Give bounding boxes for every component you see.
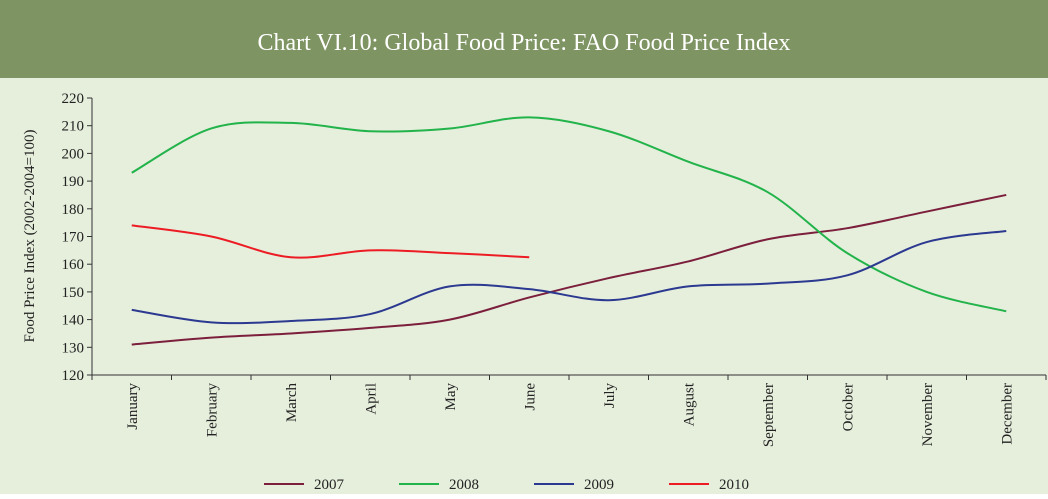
x-tick-label: August	[681, 382, 697, 426]
x-tick-label: April	[363, 383, 379, 415]
x-tick-label: February	[204, 383, 220, 438]
line-series	[131, 229, 1007, 325]
y-tick-label: 220	[62, 91, 85, 107]
y-tick-label: 160	[62, 257, 85, 273]
y-tick-label: 210	[62, 119, 85, 135]
y-tick-label: 190	[62, 174, 85, 190]
x-tick-label: June	[522, 383, 538, 411]
line-series	[131, 193, 1007, 346]
x-tick-label: November	[920, 383, 936, 446]
x-tick-label: September	[761, 383, 777, 447]
chart-title: Chart VI.10: Global Food Price: FAO Food…	[257, 30, 790, 56]
y-tick-label: 150	[62, 285, 85, 301]
y-tick-label: 140	[62, 313, 85, 329]
header	[0, 0, 1048, 78]
x-tick-label: May	[443, 383, 459, 411]
x-tick-label: January	[125, 383, 141, 430]
y-tick-label: 130	[62, 340, 85, 356]
line-series	[131, 116, 1007, 313]
x-tick-label: March	[284, 383, 300, 423]
x-tick-label: July	[602, 383, 618, 409]
y-tick-label: 170	[62, 230, 85, 246]
y-tick-label: 120	[62, 368, 85, 384]
legend-label: 2008	[449, 477, 479, 493]
x-tick-label: October	[840, 383, 856, 431]
x-tick-label: December	[999, 383, 1015, 445]
y-tick-label: 180	[62, 202, 85, 218]
line-series	[131, 224, 530, 259]
legend-label: 2010	[719, 477, 749, 493]
y-tick-label: 200	[62, 146, 85, 162]
legend-label: 2007	[314, 477, 345, 493]
legend-label: 2009	[584, 477, 614, 493]
y-axis-label: Food Price Index (2002-2004=100)	[22, 129, 38, 342]
